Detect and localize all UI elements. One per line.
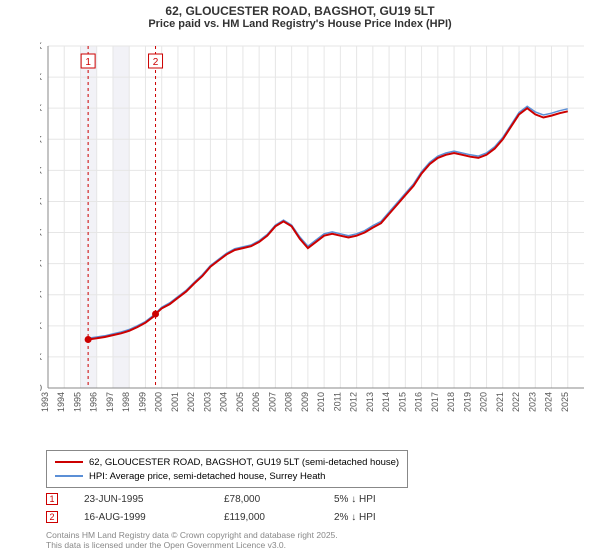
title-line1: 62, GLOUCESTER ROAD, BAGSHOT, GU19 5LT [0, 4, 600, 18]
legend-swatch [55, 475, 83, 477]
series-price_paid [88, 108, 568, 339]
sales-row: 2 16-AUG-1999£119,0002% ↓ HPI [46, 508, 434, 526]
x-tick-label: 2022 [511, 392, 521, 412]
legend-swatch [55, 461, 83, 463]
y-tick-label: £350K [40, 165, 42, 175]
legend-row: HPI: Average price, semi-detached house,… [55, 469, 399, 483]
sales-table: 1 23-JUN-1995£78,0005% ↓ HPI 2 16-AUG-1999£… [46, 490, 434, 526]
x-tick-label: 1995 [72, 392, 82, 412]
x-tick-label: 2020 [479, 392, 489, 412]
x-tick-label: 2015 [397, 392, 407, 412]
attribution-line1: Contains HM Land Registry data © Crown c… [46, 530, 338, 540]
chart-title: 62, GLOUCESTER ROAD, BAGSHOT, GU19 5LT P… [0, 0, 600, 30]
x-tick-label: 2019 [462, 392, 472, 412]
series-hpi [88, 106, 568, 338]
sale-date: 16-AUG-1999 [84, 512, 224, 523]
sale-date: 23-JUN-1995 [84, 494, 224, 505]
x-tick-label: 2008 [284, 392, 294, 412]
y-tick-label: £250K [40, 228, 42, 238]
shaded-band [113, 46, 129, 388]
sale-marker-label: 2 [153, 57, 159, 68]
x-tick-label: 2024 [544, 392, 554, 412]
x-tick-label: 2014 [381, 392, 391, 412]
sale-delta: 2% ↓ HPI [334, 512, 434, 523]
x-tick-label: 2010 [316, 392, 326, 412]
x-tick-label: 2016 [414, 392, 424, 412]
sale-marker-icon: 1 [46, 493, 58, 505]
y-tick-label: £200K [40, 259, 42, 269]
attribution-line2: This data is licensed under the Open Gov… [46, 540, 338, 550]
x-tick-label: 2002 [186, 392, 196, 412]
legend-label: 62, GLOUCESTER ROAD, BAGSHOT, GU19 5LT (… [89, 457, 399, 468]
x-tick-label: 2011 [332, 392, 342, 411]
x-tick-label: 1993 [40, 392, 50, 412]
y-tick-label: £50K [40, 352, 42, 362]
sale-delta: 5% ↓ HPI [334, 494, 434, 505]
sale-marker-icon: 2 [46, 511, 58, 523]
sale-marker-label: 1 [85, 57, 91, 68]
x-tick-label: 2007 [267, 392, 277, 412]
x-tick-label: 2009 [300, 392, 310, 412]
y-tick-label: £150K [40, 290, 42, 300]
y-tick-label: £500K [40, 72, 42, 82]
legend-box: 62, GLOUCESTER ROAD, BAGSHOT, GU19 5LT (… [46, 450, 408, 488]
x-tick-label: 2023 [527, 392, 537, 412]
y-tick-label: £0 [40, 383, 42, 393]
x-tick-label: 2012 [349, 392, 359, 412]
x-tick-label: 2005 [235, 392, 245, 412]
x-tick-label: 1999 [137, 392, 147, 412]
y-tick-label: £550K [40, 42, 42, 51]
sale-price: £119,000 [224, 512, 334, 523]
x-tick-label: 2001 [170, 392, 180, 412]
y-tick-label: £450K [40, 103, 42, 113]
x-tick-label: 1994 [56, 392, 66, 412]
chart-svg: £0 £50K £100K £150K £200K £250K £300K £350K £400… [40, 42, 588, 412]
sales-row: 1 23-JUN-1995£78,0005% ↓ HPI [46, 490, 434, 508]
legend-label: HPI: Average price, semi-detached house,… [89, 471, 325, 482]
x-tick-label: 1998 [121, 392, 131, 412]
x-tick-label: 2021 [495, 392, 505, 412]
legend-row: 62, GLOUCESTER ROAD, BAGSHOT, GU19 5LT (… [55, 455, 399, 469]
y-tick-label: £300K [40, 196, 42, 206]
x-tick-label: 2025 [560, 392, 570, 412]
x-tick-label: 2018 [446, 392, 456, 412]
x-tick-label: 2004 [219, 392, 229, 412]
x-tick-label: 2013 [365, 392, 375, 412]
x-tick-label: 2017 [430, 392, 440, 412]
chart-container: 62, GLOUCESTER ROAD, BAGSHOT, GU19 5LT P… [0, 0, 600, 560]
y-tick-label: £100K [40, 321, 42, 331]
x-tick-label: 1997 [105, 392, 115, 412]
x-tick-label: 2006 [251, 392, 261, 412]
x-tick-label: 2000 [154, 392, 164, 412]
x-tick-label: 2003 [202, 392, 212, 412]
sale-price: £78,000 [224, 494, 334, 505]
title-line2: Price paid vs. HM Land Registry's House … [0, 18, 600, 30]
y-tick-label: £400K [40, 134, 42, 144]
sale-marker-dot [152, 311, 159, 318]
attribution: Contains HM Land Registry data © Crown c… [46, 530, 338, 550]
sale-marker-dot [85, 336, 92, 343]
x-tick-label: 1996 [89, 392, 99, 412]
